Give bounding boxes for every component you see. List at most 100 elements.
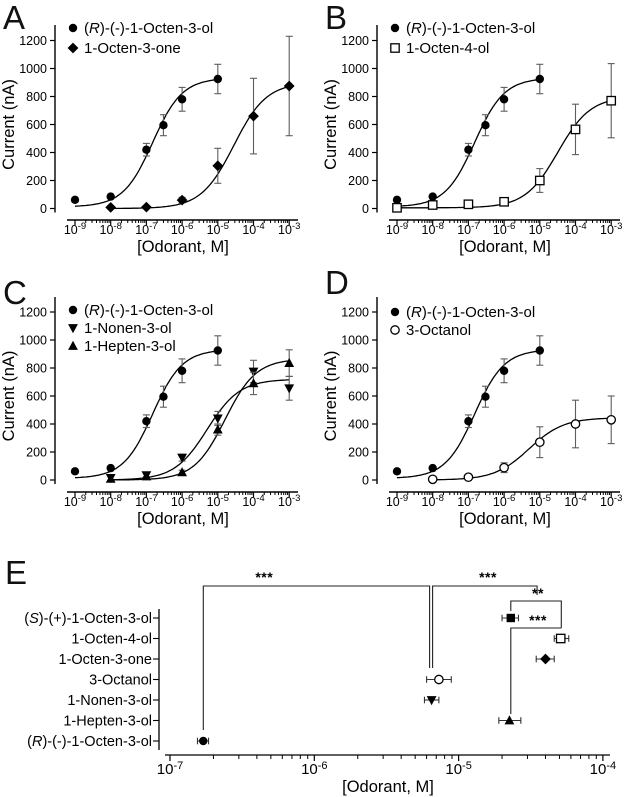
- svg-text:10-6: 10-6: [493, 493, 515, 509]
- svg-text:10-9: 10-9: [64, 221, 86, 237]
- svg-text:Current (nA): Current (nA): [0, 79, 18, 170]
- svg-text:1000: 1000: [341, 62, 369, 76]
- svg-text:1200: 1200: [19, 305, 47, 319]
- svg-text:1-Hepten-3-ol: 1-Hepten-3-ol: [84, 338, 176, 355]
- svg-text:800: 800: [26, 361, 47, 375]
- svg-text:10-7: 10-7: [457, 221, 479, 237]
- svg-text:[Odorant, M]: [Odorant, M]: [342, 778, 434, 796]
- svg-text:10-7: 10-7: [135, 493, 157, 509]
- svg-text:1-Octen-3-one: 1-Octen-3-one: [84, 40, 181, 57]
- svg-text:200: 200: [26, 174, 47, 188]
- svg-text:(R)-(-)-1-Octen-3-ol: (R)-(-)-1-Octen-3-ol: [27, 734, 152, 750]
- panel-b-chart: 0 200 400 600 800 1000 1200 Current (nA) 10-9 10-…: [322, 20, 622, 256]
- svg-text:***: ***: [479, 569, 497, 585]
- svg-text:[Odorant, M]: [Odorant, M]: [137, 510, 229, 528]
- panel-a-letter: A: [3, 0, 26, 36]
- svg-text:10-6: 10-6: [171, 493, 193, 509]
- svg-text:(R)-(-)-1-Octen-3-ol: (R)-(-)-1-Octen-3-ol: [84, 20, 213, 37]
- svg-text:200: 200: [348, 445, 369, 459]
- svg-text:[Odorant, M]: [Odorant, M]: [459, 510, 551, 528]
- svg-text:10-5: 10-5: [445, 760, 471, 778]
- svg-text:800: 800: [26, 90, 47, 104]
- panel-b-letter: B: [325, 0, 348, 36]
- svg-text:600: 600: [348, 118, 369, 132]
- svg-text:3-Octanol: 3-Octanol: [89, 673, 152, 689]
- svg-text:10-8: 10-8: [422, 221, 444, 237]
- svg-text:10-3: 10-3: [278, 221, 300, 237]
- svg-text:1000: 1000: [341, 333, 369, 347]
- svg-text:600: 600: [348, 389, 369, 403]
- svg-text:Current (nA): Current (nA): [322, 79, 340, 170]
- svg-text:200: 200: [348, 174, 369, 188]
- svg-text:400: 400: [26, 146, 47, 160]
- svg-text:10-9: 10-9: [64, 493, 86, 509]
- svg-text:1-Octen-4-ol: 1-Octen-4-ol: [71, 632, 152, 648]
- svg-text:10-4: 10-4: [242, 493, 264, 509]
- svg-text:1-Octen-3-one: 1-Octen-3-one: [59, 652, 153, 668]
- panel-c-chart: 0 200 400 600 800 1000 1200 Current (nA) 10-9 10-…: [0, 297, 300, 528]
- svg-text:(R)-(-)-1-Octen-3-ol: (R)-(-)-1-Octen-3-ol: [406, 20, 535, 37]
- svg-text:10-7: 10-7: [135, 221, 157, 237]
- panel-c-letter: C: [3, 274, 27, 311]
- svg-text:10-5: 10-5: [207, 221, 229, 237]
- svg-text:1-Hepten-3-ol: 1-Hepten-3-ol: [63, 714, 152, 730]
- svg-text:600: 600: [26, 118, 47, 132]
- svg-text:10-8: 10-8: [100, 221, 122, 237]
- svg-text:Current (nA): Current (nA): [0, 351, 18, 442]
- svg-text:200: 200: [26, 445, 47, 459]
- svg-text:1-Octen-4-ol: 1-Octen-4-ol: [406, 40, 489, 57]
- svg-text:10-9: 10-9: [386, 221, 408, 237]
- svg-text:0: 0: [40, 473, 47, 487]
- svg-text:10-4: 10-4: [564, 221, 586, 237]
- panel-d-chart: 0 200 400 600 800 1000 1200 Current (nA) 10-9 10-…: [322, 297, 622, 528]
- svg-text:0: 0: [362, 202, 369, 216]
- svg-text:3-Octanol: 3-Octanol: [406, 322, 471, 339]
- svg-text:10-7: 10-7: [157, 760, 183, 778]
- svg-text:0: 0: [362, 473, 369, 487]
- panel-e-letter: E: [5, 554, 28, 591]
- svg-text:10-4: 10-4: [564, 493, 586, 509]
- svg-text:10-8: 10-8: [100, 493, 122, 509]
- svg-text:***: ***: [255, 569, 273, 585]
- svg-text:**: **: [532, 585, 544, 601]
- svg-text:10-6: 10-6: [171, 221, 193, 237]
- svg-text:[Odorant, M]: [Odorant, M]: [137, 238, 229, 256]
- svg-text:***: ***: [529, 612, 547, 628]
- svg-text:800: 800: [348, 361, 369, 375]
- svg-text:10-3: 10-3: [600, 221, 622, 237]
- svg-text:10-6: 10-6: [301, 760, 327, 778]
- svg-text:10-7: 10-7: [457, 493, 479, 509]
- svg-text:400: 400: [348, 146, 369, 160]
- panel-d-letter: D: [325, 264, 349, 301]
- svg-text:10-8: 10-8: [422, 493, 444, 509]
- svg-text:1200: 1200: [341, 34, 369, 48]
- svg-text:1-Nonen-3-ol: 1-Nonen-3-ol: [67, 693, 152, 709]
- svg-text:10-5: 10-5: [529, 221, 551, 237]
- svg-text:10-3: 10-3: [600, 493, 622, 509]
- svg-text:10-3: 10-3: [278, 493, 300, 509]
- svg-text:10-6: 10-6: [493, 221, 515, 237]
- panel-a-chart: 0 200 400 600 800 1000 1200 Current (nA) 10-9 10-…: [0, 20, 300, 256]
- svg-text:1-Nonen-3-ol: 1-Nonen-3-ol: [84, 320, 172, 337]
- svg-text:10-5: 10-5: [207, 493, 229, 509]
- svg-text:10-4: 10-4: [242, 221, 264, 237]
- panel-e-chart: (S)-(+)-1-Octen-3-ol 1-Octen-4-ol 1-Octen-…: [24, 569, 616, 796]
- svg-text:10-9: 10-9: [386, 493, 408, 509]
- svg-text:1200: 1200: [19, 34, 47, 48]
- svg-text:800: 800: [348, 90, 369, 104]
- svg-text:1000: 1000: [19, 62, 47, 76]
- svg-text:[Odorant, M]: [Odorant, M]: [459, 238, 551, 256]
- svg-text:Current (nA): Current (nA): [322, 351, 340, 442]
- svg-text:600: 600: [26, 389, 47, 403]
- svg-text:(S)-(+)-1-Octen-3-ol: (S)-(+)-1-Octen-3-ol: [24, 611, 152, 627]
- svg-text:10-5: 10-5: [529, 493, 551, 509]
- svg-text:0: 0: [40, 202, 47, 216]
- svg-text:(R)-(-)-1-Octen-3-ol: (R)-(-)-1-Octen-3-ol: [84, 302, 213, 319]
- svg-text:400: 400: [348, 417, 369, 431]
- svg-text:400: 400: [26, 417, 47, 431]
- svg-text:(R)-(-)-1-Octen-3-ol: (R)-(-)-1-Octen-3-ol: [406, 304, 535, 321]
- svg-text:10-4: 10-4: [590, 760, 616, 778]
- svg-text:1000: 1000: [19, 333, 47, 347]
- svg-text:1200: 1200: [341, 305, 369, 319]
